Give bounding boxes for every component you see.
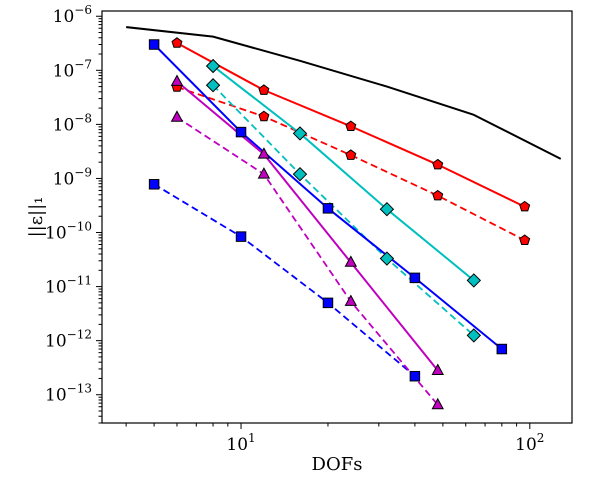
series-lines <box>126 26 562 406</box>
series-7-point <box>431 363 444 375</box>
series-1-point <box>432 158 444 170</box>
series-7-point <box>257 147 271 159</box>
y-tick-label: 10−10 <box>45 220 92 244</box>
y-tick-label: 10−9 <box>53 165 92 189</box>
series-4-point <box>466 328 482 343</box>
y-tick-label: 10−12 <box>45 328 92 352</box>
series-8-point <box>431 397 444 410</box>
series-8-point <box>257 167 271 179</box>
series-2-point <box>432 189 444 201</box>
series-6-point <box>409 370 421 382</box>
series-4-point <box>379 251 395 266</box>
series-4-line <box>212 84 475 337</box>
series-3-point <box>466 273 482 288</box>
axis-ticks: 101 102 10−13 10−12 10−11 10−10 10−9 10−8 10−7 10… <box>45 3 544 455</box>
series-2-point <box>258 110 270 122</box>
y-axis-label: ||ε||₁ <box>26 197 47 238</box>
series-7-line <box>176 80 439 372</box>
series-0-line <box>126 26 562 160</box>
series-3-line <box>212 65 475 282</box>
plot-frame <box>101 10 573 424</box>
y-tick-label: 10−7 <box>53 57 92 81</box>
series-4-point <box>205 78 221 93</box>
series-1-point <box>258 84 270 95</box>
series-3-point <box>292 126 308 141</box>
x-axis-label: DOFs <box>312 454 363 475</box>
series-8-line <box>176 116 439 406</box>
series-6-point <box>148 179 160 190</box>
series-5-point <box>322 203 334 214</box>
series-8-point <box>170 110 184 122</box>
series-2-point <box>519 234 531 245</box>
series-5-point <box>496 343 508 355</box>
series-5-point <box>148 39 160 50</box>
series-3-point <box>205 58 221 74</box>
series-2-point <box>345 149 357 160</box>
series-4-point <box>292 166 308 182</box>
y-tick-label: 10−13 <box>45 382 92 406</box>
series-7-point <box>344 255 358 267</box>
y-tick-label: 10−6 <box>53 3 92 27</box>
x-tick-label: 102 <box>515 431 544 455</box>
series-1-point <box>171 37 183 48</box>
series-6-line <box>153 183 416 377</box>
series-1-point <box>519 200 531 212</box>
series-2-line <box>176 86 526 242</box>
x-tick-label: 101 <box>226 431 255 455</box>
series-8-point <box>344 294 358 306</box>
series-5-point <box>409 272 421 284</box>
series-6-point <box>235 231 247 242</box>
series-1-point <box>345 120 357 132</box>
y-tick-label: 10−11 <box>45 274 92 298</box>
series-3-point <box>379 201 395 217</box>
series-7-point <box>170 74 184 86</box>
series-6-point <box>322 297 334 309</box>
series-markers <box>148 37 531 410</box>
y-tick-label: 10−8 <box>53 111 92 135</box>
series-5-point <box>235 126 247 138</box>
